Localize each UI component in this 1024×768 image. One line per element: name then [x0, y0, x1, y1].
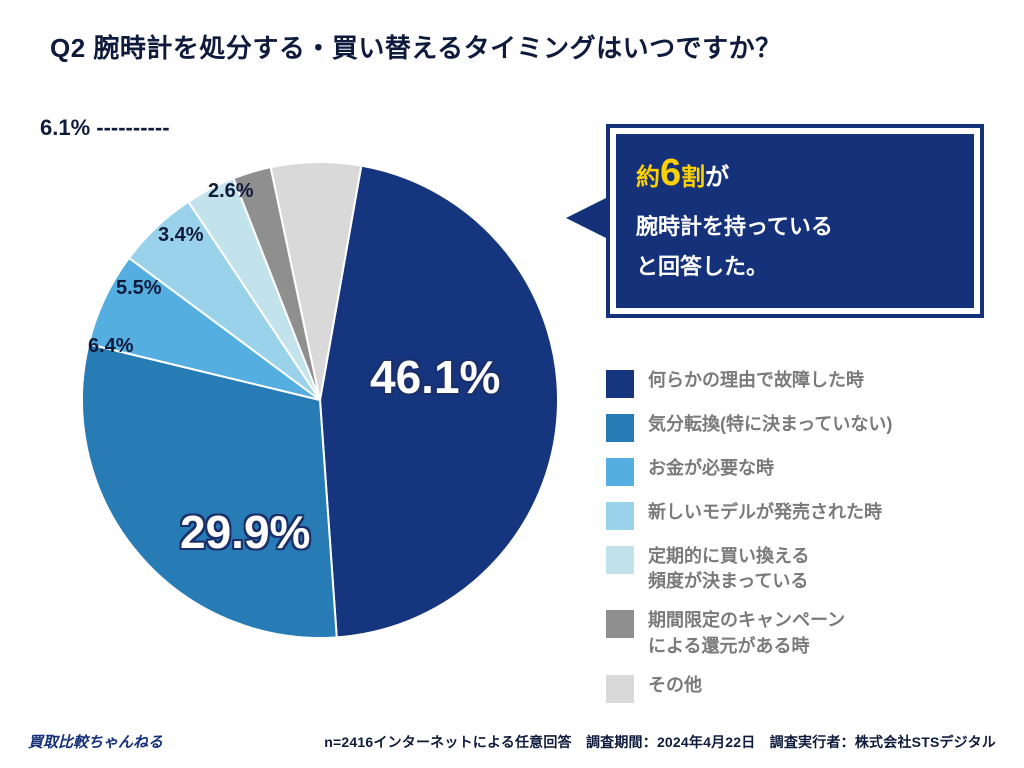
footer: 買取比較ちゃんねる n=2416インターネットによる任意回答 調査期間：2024… — [0, 731, 1024, 752]
pie-slice-label: 5.5% — [116, 277, 162, 300]
pie-slice-label: 6.4% — [88, 335, 134, 358]
pie-slice-label: 3.4% — [158, 224, 204, 247]
legend-label: 期間限定のキャンペーンによる還元がある時 — [648, 608, 845, 658]
pie-chart: 46.1% 29.9% 6.4% 5.5% 3.4%2.6% — [80, 160, 560, 640]
legend-label: 気分転換(特に決まっていない) — [648, 412, 892, 437]
footer-note: n=2416インターネットによる任意回答 調査期間：2024年4月22日 調査実… — [324, 732, 996, 752]
legend-label: 新しいモデルが発売された時 — [648, 500, 882, 525]
footer-brand: 買取比較ちゃんねる — [28, 731, 163, 752]
legend-swatch — [606, 370, 634, 398]
pie-slice-label: 2.6% — [208, 180, 254, 203]
legend-item: 新しいモデルが発売された時 — [606, 500, 1006, 530]
pie-slice-label: 46.1% — [370, 350, 500, 404]
legend-swatch — [606, 502, 634, 530]
external-slice-label: 6.1% ---------- — [40, 115, 170, 141]
legend-label: 何らかの理由で故障した時 — [648, 368, 864, 393]
legend-item: 気分転換(特に決まっていない) — [606, 412, 1006, 442]
page-title: Q2 腕時計を処分する・買い替えるタイミングはいつですか？ — [50, 28, 782, 65]
callout-pointer-icon — [566, 196, 610, 240]
callout-accent: 約6割 — [636, 164, 705, 191]
legend-swatch — [606, 610, 634, 638]
legend-swatch — [606, 546, 634, 574]
callout-line2: 腕時計を持っていると回答した。 — [636, 207, 954, 286]
legend-item: 期間限定のキャンペーンによる還元がある時 — [606, 608, 1006, 658]
legend-item: お金が必要な時 — [606, 456, 1006, 486]
legend-label: 定期的に買い換える頻度が決まっている — [648, 544, 809, 594]
legend-swatch — [606, 675, 634, 703]
legend-item: その他 — [606, 673, 1006, 703]
legend-item: 何らかの理由で故障した時 — [606, 368, 1006, 398]
callout: 約6割が 腕時計を持っていると回答した。 — [610, 128, 980, 314]
callout-box: 約6割が 腕時計を持っていると回答した。 — [610, 128, 980, 314]
legend-label: お金が必要な時 — [648, 456, 774, 481]
legend-swatch — [606, 414, 634, 442]
legend: 何らかの理由で故障した時気分転換(特に決まっていない) お金が必要な時新しいモデル… — [606, 368, 1006, 717]
legend-label: その他 — [648, 673, 702, 698]
pie-slice-label: 29.9% — [180, 505, 310, 559]
legend-swatch — [606, 458, 634, 486]
legend-item: 定期的に買い換える頻度が決まっている — [606, 544, 1006, 594]
callout-line1: 約6割が — [636, 152, 954, 195]
